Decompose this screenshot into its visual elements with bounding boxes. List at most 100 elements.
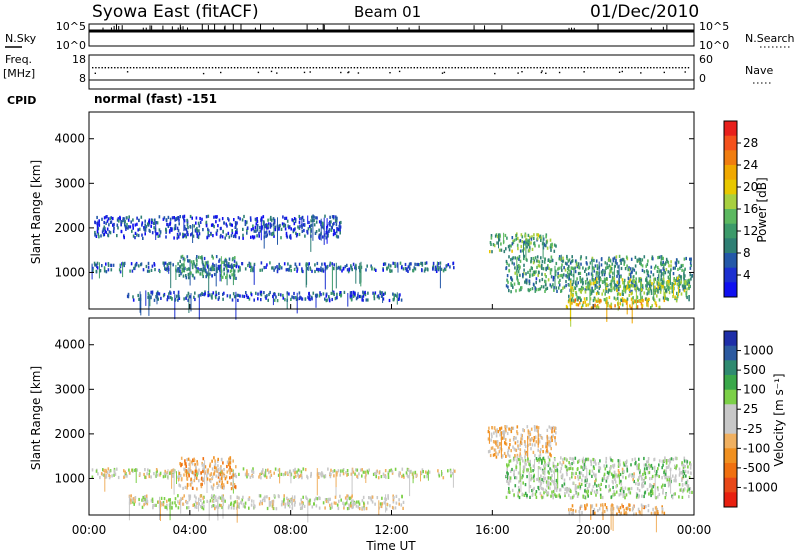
power-echo-cell [650, 289, 653, 293]
power-echo-cell [199, 272, 201, 276]
velocity-echo-cell [131, 468, 134, 472]
velocity-echo-cell [203, 500, 205, 504]
power-echo-streak [301, 217, 303, 230]
power-echo-cell [201, 255, 203, 259]
power-echo-cell [690, 263, 692, 268]
velocity-echo-cell [181, 496, 184, 500]
power-echo-cell [538, 244, 540, 248]
power-echo-cell [659, 290, 662, 294]
power-echo-cell [204, 290, 206, 294]
velocity-echo-cell [612, 464, 614, 468]
velocity-echo-cell [277, 473, 280, 477]
power-echo-cell [690, 257, 692, 261]
velocity-echo-cell [496, 440, 499, 444]
power-echo-cell [327, 231, 329, 235]
velocity-echo-cell [401, 494, 403, 498]
power-echo-cell [274, 225, 277, 229]
power-echo-cell [188, 276, 190, 280]
velocity-echo-cell [550, 447, 552, 451]
velocity-echo-cell [508, 446, 510, 450]
power-echo-cell [413, 266, 416, 270]
power-echo-cell [399, 261, 402, 265]
power-echo-cell [225, 222, 227, 226]
velocity-echo-cell [502, 435, 505, 440]
velocity-echo-cell [343, 504, 345, 508]
velocity-echo-cell [516, 432, 519, 436]
power-echo-cell [688, 295, 690, 299]
power-echo-cell [213, 272, 216, 277]
velocity-echo-cell [193, 472, 195, 476]
velocity-echo-cell [654, 511, 656, 515]
velocity-echo-cell [571, 462, 573, 466]
velocity-echo-cell [682, 470, 685, 474]
power-echo-cell [510, 290, 512, 294]
power-echo-cell [523, 240, 526, 244]
time-tick-label: 20:00 [576, 523, 611, 537]
velocity-echo-cell [495, 430, 498, 434]
velocity-echo-cell [630, 486, 633, 491]
power-echo-cell [566, 254, 568, 259]
power-echo-cell [596, 280, 599, 285]
velocity-echo-cell [521, 457, 523, 461]
power-echo-cell [292, 219, 294, 223]
power-echo-cell [120, 220, 122, 224]
velocity-echo-cell [655, 496, 657, 500]
power-echo-cell [293, 217, 296, 221]
power-echo-cell [628, 266, 630, 270]
power-echo-cell [241, 262, 243, 266]
power-echo-streak [326, 218, 328, 244]
power-echo-cell [213, 267, 215, 271]
velocity-echo-streak [612, 504, 614, 531]
power-echo-cell [122, 262, 125, 266]
power-echo-cell [384, 262, 387, 266]
velocity-echo-cell [689, 471, 692, 475]
velocity-echo-cell [297, 473, 299, 477]
power-echo-cell [109, 220, 112, 224]
velocity-echo-cell [150, 475, 152, 479]
power-echo-cell [291, 218, 293, 222]
power-echo-cell [631, 283, 633, 287]
power-echo-streak [307, 264, 309, 271]
power-echo-cell [222, 297, 224, 301]
velocity-echo-cell [617, 469, 620, 473]
power-echo-cell [614, 304, 616, 308]
power-echo-cell [118, 268, 121, 272]
power-echo-streak [144, 223, 146, 233]
velocity-echo-cell [518, 490, 521, 494]
power-echo-cell [604, 261, 607, 265]
velocity-echo-cell [212, 499, 215, 503]
power-echo-cell [523, 263, 525, 267]
velocity-echo-cell [262, 468, 264, 472]
velocity-echo-cell [550, 426, 552, 430]
power-echo-cell [188, 295, 191, 299]
velocity-echo-cell [618, 493, 621, 497]
freq-point [347, 67, 349, 69]
power-echo-cell [165, 235, 167, 239]
power-echo-cell [332, 233, 335, 237]
velocity-echo-cell [372, 472, 375, 476]
velocity-echo-cell [402, 500, 405, 504]
power-echo-streak [113, 223, 115, 230]
velocity-echo-cell [286, 501, 289, 506]
power-echo-cell [526, 258, 528, 262]
power-echo-streak [286, 291, 288, 310]
power-echo-cell [153, 263, 156, 267]
power-echo-cell [578, 296, 580, 300]
power-echo-cell [589, 279, 591, 283]
velocity-echo-cell [95, 469, 98, 473]
velocity-echo-streak [265, 468, 267, 477]
velocity-echo-cell [564, 491, 566, 496]
velocity-echo-cell [144, 468, 146, 472]
freq-point [183, 67, 185, 69]
velocity-echo-cell [534, 435, 537, 439]
velocity-echo-cell [626, 467, 628, 471]
power-echo-streak [253, 264, 255, 285]
power-echo-cell [538, 279, 541, 283]
velocity-echo-cell [187, 506, 190, 510]
velocity-echo-cell [293, 503, 296, 507]
velocity-colorbar-tick-label: -25 [743, 422, 763, 436]
velocity-echo-cell [547, 482, 550, 487]
power-echo-cell [640, 283, 643, 287]
velocity-echo-cell [606, 470, 609, 475]
